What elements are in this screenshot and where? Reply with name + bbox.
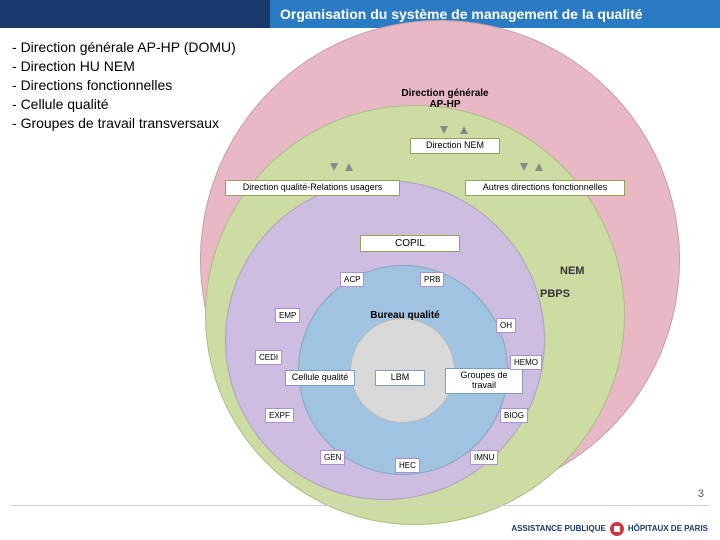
minibox-imnu: IMNU <box>470 450 498 465</box>
box-groupes: Groupes de travail <box>445 368 523 394</box>
minibox-expf: EXPF <box>265 408 294 423</box>
arrow-icon <box>345 163 353 171</box>
header-bar: Organisation du système de management de… <box>0 0 720 28</box>
minibox-emp: EMP <box>275 308 300 323</box>
minibox-acp: ACP <box>340 272 364 287</box>
logo-text-left: ASSISTANCE PUBLIQUE <box>511 525 606 533</box>
arrow-icon <box>330 163 338 171</box>
box-autres: Autres directions fonctionnelles <box>465 180 625 196</box>
minibox-biog: BIOG <box>500 408 528 423</box>
minibox-cedi: CEDI <box>255 350 282 365</box>
minibox-oh: OH <box>496 318 516 333</box>
minibox-hemo: HEMO <box>510 355 542 370</box>
box-cellule: Cellule qualité <box>285 370 355 386</box>
label-direction-generale: Direction généraleAP-HP <box>370 88 520 110</box>
minibox-prb: PRB <box>420 272 444 287</box>
arrow-icon <box>535 163 543 171</box>
arrow-icon <box>440 126 448 134</box>
box-lbm: LBM <box>375 370 425 386</box>
tag-nem: NEM <box>560 265 584 277</box>
page-title: Organisation du système de management de… <box>270 0 720 28</box>
concentric-diagram: Direction généraleAP-HP Direction NEM Di… <box>170 50 710 490</box>
arrow-icon <box>520 163 528 171</box>
logo-text-right: HÔPITAUX DE PARIS <box>628 525 708 533</box>
box-direction-nem: Direction NEM <box>410 138 500 154</box>
box-dqr: Direction qualité-Relations usagers <box>225 180 400 196</box>
label-bureau-qualite: Bureau qualité <box>365 310 445 321</box>
arrow-icon <box>460 126 468 134</box>
logo-aphp: ASSISTANCE PUBLIQUE HÔPITAUX DE PARIS <box>511 522 708 536</box>
logo-icon <box>610 522 624 536</box>
tag-pbps: PBPS <box>540 288 570 300</box>
minibox-hec: HEC <box>395 458 420 473</box>
minibox-gen: GEN <box>320 450 345 465</box>
page-number: 3 <box>698 488 704 500</box>
box-copil: COPIL <box>360 235 460 252</box>
footer-divider <box>10 505 710 506</box>
header-accent <box>0 0 270 28</box>
